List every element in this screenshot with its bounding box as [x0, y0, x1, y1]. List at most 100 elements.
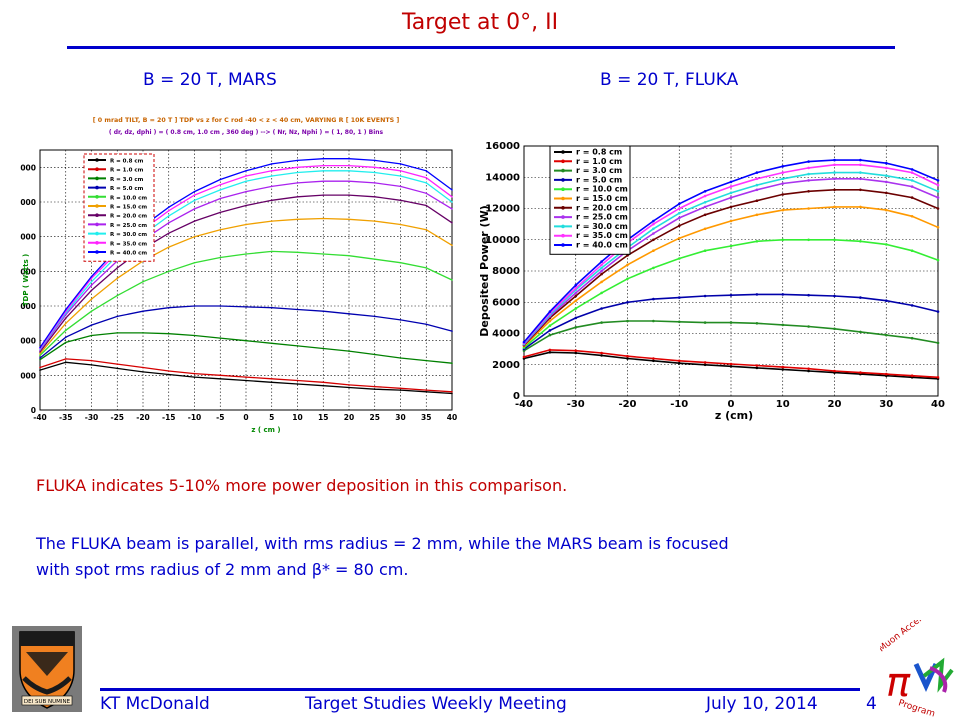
- data-point: [729, 293, 733, 297]
- data-point: [271, 199, 273, 202]
- data-point: [574, 307, 578, 310]
- data-point: [399, 199, 402, 202]
- footer-rule: [100, 688, 860, 691]
- princeton-shield-logo: DEI SUB NUMINE: [12, 626, 82, 712]
- data-point: [755, 293, 759, 296]
- data-point: [65, 358, 67, 360]
- data-point: [245, 180, 247, 182]
- data-point: [910, 215, 914, 218]
- data-point: [296, 308, 299, 311]
- data-point: [885, 243, 888, 246]
- data-point: [219, 211, 222, 214]
- data-point: [652, 297, 655, 301]
- data-point: [425, 228, 428, 231]
- data-point: [116, 367, 119, 370]
- data-point: [678, 202, 681, 206]
- legend-entry: r = 25.0 cm: [576, 213, 628, 222]
- data-point: [781, 165, 785, 168]
- data-point: [116, 363, 119, 365]
- data-point: [168, 370, 170, 372]
- data-point: [859, 177, 862, 181]
- data-point: [245, 170, 247, 172]
- data-point: [910, 196, 914, 199]
- data-point: [374, 196, 376, 198]
- data-point: [703, 213, 707, 217]
- data-point: [833, 158, 836, 162]
- data-point: [859, 188, 862, 192]
- data-point: [374, 182, 376, 184]
- data-point: [600, 266, 603, 270]
- data-point: [90, 359, 93, 362]
- data-point: [729, 321, 733, 324]
- data-point: [451, 208, 453, 210]
- data-point: [548, 333, 552, 337]
- data-point: [910, 304, 914, 307]
- data-point: [652, 357, 655, 360]
- data-point: [168, 332, 170, 335]
- data-point: [626, 357, 629, 360]
- data-point: [322, 347, 325, 350]
- data-point: [781, 368, 785, 371]
- data-point: [936, 376, 940, 379]
- data-point: [399, 389, 402, 391]
- data-point: [678, 224, 681, 227]
- data-point: [193, 376, 196, 378]
- data-point: [807, 179, 810, 182]
- data-point: [168, 222, 170, 224]
- data-point: [574, 283, 578, 287]
- data-point: [833, 238, 836, 242]
- data-point: [936, 258, 940, 262]
- data-point: [833, 171, 836, 174]
- data-point: [626, 263, 629, 267]
- data-point: [600, 291, 603, 295]
- data-point: [885, 166, 888, 170]
- data-point: [39, 352, 41, 355]
- data-point: [348, 157, 350, 160]
- data-point: [142, 366, 144, 369]
- data-point: [652, 227, 655, 231]
- data-point: [755, 213, 759, 217]
- data-point: [833, 177, 836, 181]
- data-point: [116, 277, 119, 280]
- data-point: [399, 387, 402, 390]
- x-tick-label: 20: [828, 399, 842, 410]
- legend-marker: [561, 215, 565, 219]
- data-point: [600, 263, 603, 267]
- data-point: [374, 388, 376, 391]
- data-point: [910, 374, 914, 377]
- data-point: [755, 322, 759, 325]
- data-point: [600, 269, 603, 273]
- shield-motto: DEI SUB NUMINE: [24, 699, 71, 705]
- legend-marker: [95, 213, 99, 217]
- data-point: [859, 296, 862, 299]
- data-point: [168, 215, 170, 217]
- chart-title: [ 0 mrad TILT, B = 20 T ] TDP vs z for C…: [93, 117, 400, 124]
- data-point: [374, 385, 376, 388]
- data-point: [399, 170, 402, 172]
- data-point: [807, 190, 810, 193]
- y-tick-label: 10000: [485, 235, 520, 246]
- data-point: [271, 170, 273, 172]
- data-point: [781, 365, 785, 369]
- data-point: [39, 366, 41, 369]
- data-point: [936, 183, 940, 187]
- y-tick-label: 14000: [20, 163, 36, 172]
- x-tick-label: 35: [421, 413, 431, 422]
- y-tick-label: 0: [513, 391, 520, 402]
- data-point: [271, 250, 273, 253]
- data-point: [168, 206, 170, 208]
- data-point: [39, 357, 41, 359]
- legend-marker: [561, 243, 565, 247]
- legend-marker: [95, 176, 99, 181]
- data-point: [65, 308, 67, 311]
- note-beam-line2: with spot rms radius of 2 mm and β* = 80…: [36, 560, 409, 579]
- footer-date: July 10, 2014: [706, 694, 818, 714]
- data-point: [807, 207, 810, 210]
- data-point: [600, 260, 603, 263]
- data-point: [703, 227, 707, 231]
- x-tick-label: 15: [318, 413, 328, 422]
- mars-chart: [ 0 mrad TILT, B = 20 T ] TDP vs z for C…: [20, 117, 457, 434]
- legend-entry: R = 35.0 cm: [110, 241, 147, 247]
- legend-entry: R = 5.0 cm: [110, 186, 144, 192]
- title-rule: [67, 46, 895, 49]
